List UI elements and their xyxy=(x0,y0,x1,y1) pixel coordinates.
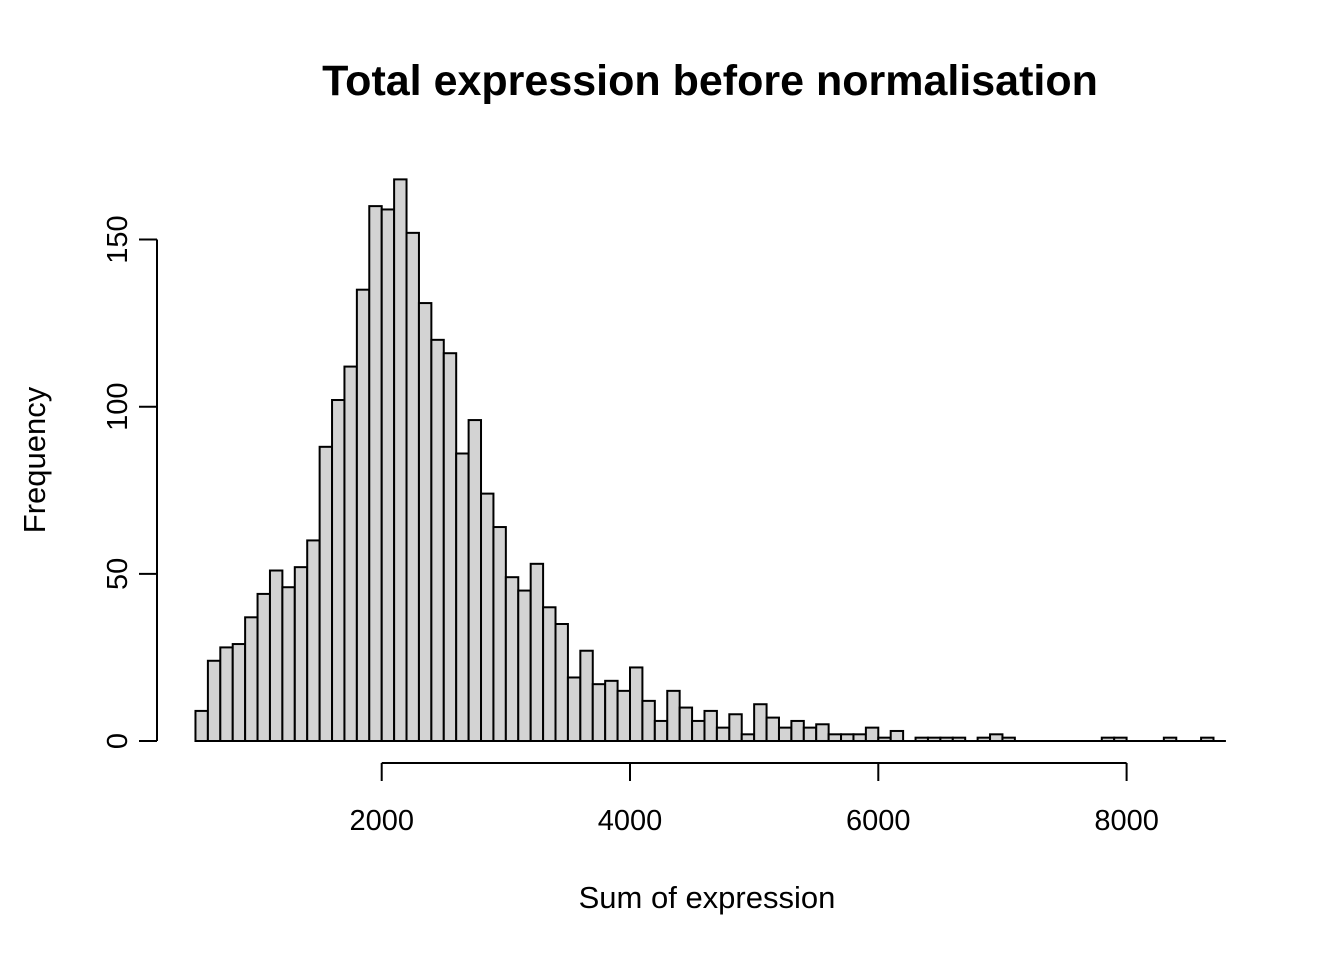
histogram-bar xyxy=(666,689,681,742)
x-axis-label: Sum of expression xyxy=(579,880,836,915)
histogram-bar xyxy=(653,719,669,743)
histogram-bar xyxy=(542,606,557,743)
histogram-bar xyxy=(827,733,843,742)
histogram-bar xyxy=(318,445,334,742)
histogram-bar xyxy=(790,719,805,743)
histogram-bar xyxy=(802,726,818,743)
histogram-bar xyxy=(480,492,495,742)
histogram-bar xyxy=(355,288,371,742)
histogram-bar xyxy=(405,231,420,743)
histogram-bar xyxy=(455,452,470,742)
x-axis: 2000 4000 6000 8000 xyxy=(349,762,1159,837)
histogram-bar xyxy=(492,526,507,742)
histogram-bar xyxy=(864,726,880,743)
histogram-bar xyxy=(529,562,545,742)
histogram-bar xyxy=(753,703,768,742)
histogram-bar xyxy=(442,352,458,742)
histogram-bar xyxy=(877,736,892,742)
histogram-bar xyxy=(331,399,346,742)
x-tick-label: 6000 xyxy=(846,805,911,837)
x-tick-label: 2000 xyxy=(349,805,414,837)
histogram-bar xyxy=(728,713,743,743)
histogram-bar xyxy=(641,699,656,743)
histogram-bar xyxy=(256,592,271,742)
histogram-bar xyxy=(293,566,309,742)
histogram-bar xyxy=(393,178,408,742)
histogram-bar xyxy=(504,576,520,742)
histogram-bar xyxy=(467,419,483,742)
chart-title: Total expression before normalisation xyxy=(322,57,1098,105)
histogram-bar xyxy=(976,736,992,742)
histogram-bar xyxy=(268,569,284,743)
histogram-bar xyxy=(815,723,830,742)
histogram-bar xyxy=(765,716,780,742)
histogram-bar xyxy=(1100,736,1116,742)
histogram-bar xyxy=(231,643,247,742)
y-tick-label: 50 xyxy=(102,558,134,590)
histogram-bar xyxy=(914,736,929,742)
histogram-bar xyxy=(926,736,942,742)
histogram-bar xyxy=(616,689,632,742)
x-tick-label: 8000 xyxy=(1094,805,1159,837)
histogram-bar xyxy=(430,338,445,742)
histogram-bar xyxy=(554,623,569,742)
y-tick-label: 0 xyxy=(102,733,134,749)
histogram-bar xyxy=(1200,736,1215,742)
histogram-bar xyxy=(939,736,954,742)
y-tick-label: 100 xyxy=(102,383,134,431)
y-axis: 0 50 100 150 xyxy=(102,215,158,749)
histogram-bar xyxy=(517,589,532,743)
histogram-bar xyxy=(678,706,694,743)
histogram-bar xyxy=(591,683,607,742)
histogram-bar xyxy=(629,666,644,743)
histogram-bar xyxy=(219,646,234,743)
histogram-bar xyxy=(1162,736,1178,742)
histogram-bar xyxy=(852,733,867,742)
histogram-bar xyxy=(951,736,967,742)
bars-group xyxy=(194,178,1226,743)
histogram-bar xyxy=(1113,736,1128,742)
histogram-bar xyxy=(840,733,855,742)
histogram-bar xyxy=(604,679,619,743)
histogram-bar xyxy=(194,709,209,742)
y-tick-label: 150 xyxy=(102,215,134,263)
histogram-bar xyxy=(989,733,1004,742)
histogram-bar xyxy=(703,709,718,742)
histogram-bar xyxy=(579,649,594,742)
y-axis-label: Frequency xyxy=(17,386,52,533)
histogram-bar xyxy=(740,733,756,742)
histogram-bar xyxy=(715,726,731,743)
histogram-bar xyxy=(343,365,358,742)
histogram-bar xyxy=(1001,736,1016,742)
histogram-bar xyxy=(691,719,706,743)
histogram-bar xyxy=(380,208,396,742)
histogram-bar xyxy=(306,539,321,742)
histogram-bar xyxy=(281,586,296,742)
histogram-bar xyxy=(417,302,433,742)
histogram-bar xyxy=(566,676,582,742)
histogram-bar xyxy=(244,616,259,742)
histogram-bar xyxy=(777,726,793,743)
histogram-bar xyxy=(206,659,222,743)
histogram-bar xyxy=(368,205,383,742)
x-tick-label: 4000 xyxy=(598,805,663,837)
histogram-bar xyxy=(889,729,905,742)
